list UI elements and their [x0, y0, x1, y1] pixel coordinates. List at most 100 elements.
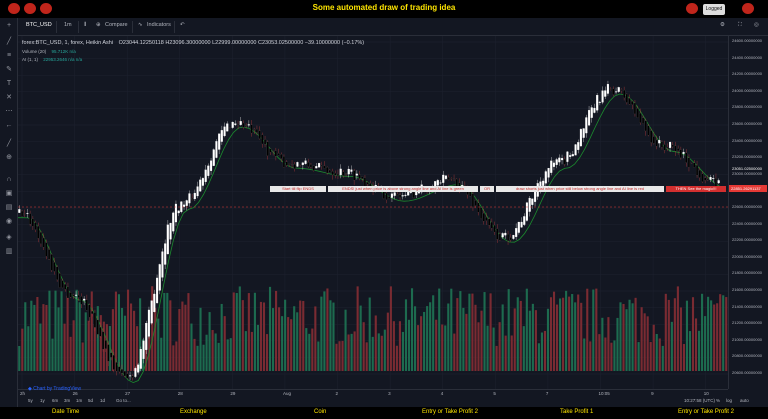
volume-bar: [299, 301, 301, 371]
volume-bar: [30, 301, 32, 371]
crosshair-icon[interactable]: +: [5, 22, 13, 30]
volume-bar: [227, 339, 229, 371]
range-5d[interactable]: 5d: [88, 398, 93, 403]
candle-body: [488, 219, 490, 225]
range-1d[interactable]: 1d: [100, 398, 105, 403]
volume-bar: [650, 342, 652, 371]
eye-icon[interactable]: ◉: [5, 218, 13, 226]
settings-icon[interactable]: ⚙: [720, 22, 725, 28]
candle-body: [48, 249, 50, 259]
volume-bar: [571, 294, 573, 371]
undo-icon[interactable]: ↶: [180, 22, 185, 28]
magnet-icon[interactable]: ∩: [5, 176, 13, 184]
volume-bar: [296, 312, 298, 371]
volume-bar: [378, 333, 380, 371]
price-tick-label: 24200.00000000: [732, 71, 762, 76]
candle-body: [672, 145, 674, 147]
range-1m[interactable]: 1m: [76, 398, 82, 403]
time-axis[interactable]: 2h 26 27 28 29 Aug 2 3 4 5 7 10:05 9 10: [18, 389, 728, 398]
chart-canvas[interactable]: [18, 36, 728, 389]
volume-bar: [133, 311, 135, 371]
indicator-volume[interactable]: Volume (20) 95.712K n/a: [22, 49, 76, 54]
candle-body: [18, 209, 20, 212]
price-tick-label: 21800.00000000: [732, 270, 762, 275]
volume-bar: [287, 317, 289, 371]
trash-icon[interactable]: ▥: [5, 248, 13, 256]
candle-body: [502, 233, 504, 237]
price-tick-label: 21000.00000000: [732, 337, 762, 342]
log-toggle[interactable]: log: [726, 398, 732, 403]
volume-bar: [625, 309, 627, 371]
indicator-ai[interactable]: AI (1, 1) 22953.2646 n/a n/a: [22, 57, 82, 62]
volume-bar: [583, 338, 585, 371]
candle-body: [394, 193, 396, 196]
candle-body: [78, 295, 80, 297]
volume-bar: [275, 291, 277, 371]
indicators-button[interactable]: Indicators: [147, 22, 171, 28]
ruler-icon[interactable]: ⋯: [5, 108, 13, 116]
lock-icon[interactable]: ▣: [5, 190, 13, 198]
candle-body: [531, 199, 533, 205]
candle-body: [486, 217, 488, 220]
fib-icon[interactable]: ≡: [5, 52, 13, 60]
layers-icon[interactable]: ◈: [5, 234, 13, 242]
candle-body: [677, 148, 679, 150]
watermark[interactable]: ◆ Chart by TradingView: [28, 386, 81, 392]
candle-body: [618, 87, 620, 91]
volume-bar: [233, 292, 235, 371]
volume-bar: [450, 289, 452, 371]
compare-button[interactable]: Compare: [105, 22, 128, 28]
volume-bar: [154, 308, 156, 371]
user-icon[interactable]: [686, 3, 698, 14]
fullscreen-icon[interactable]: ⛶: [738, 22, 742, 29]
candle-body: [299, 164, 301, 165]
auto-toggle[interactable]: auto: [740, 398, 749, 403]
candle-body: [27, 213, 29, 214]
volume-bar: [701, 294, 703, 371]
range-1y[interactable]: 1y: [40, 398, 45, 403]
symbol-search[interactable]: BTC_USD: [26, 22, 52, 28]
volume-bar: [82, 342, 84, 371]
volume-bar: [60, 291, 62, 371]
goto-button[interactable]: Go to...: [116, 398, 131, 403]
candle-body: [151, 301, 153, 324]
pattern-icon[interactable]: ✕: [5, 94, 13, 102]
price-axis[interactable]: 24600.00000000 24400.00000000 24200.000000…: [728, 36, 768, 389]
text-icon[interactable]: T: [5, 80, 13, 88]
volume-bar: [483, 292, 485, 371]
volume-bar: [202, 345, 204, 371]
interval-select[interactable]: 1m: [64, 22, 72, 28]
range-5y[interactable]: 5y: [28, 398, 33, 403]
logged-button[interactable]: Logged: [703, 4, 725, 15]
candle-body: [218, 134, 220, 150]
brush-icon[interactable]: ✎: [5, 66, 13, 74]
range-3m[interactable]: 3m: [64, 398, 70, 403]
candle-body: [113, 355, 115, 369]
candle-body: [118, 367, 120, 372]
range-6m[interactable]: 6m: [52, 398, 58, 403]
candle-body: [59, 273, 61, 287]
volume-bar: [480, 311, 482, 371]
candle-type-icon[interactable]: ⫴: [84, 22, 86, 29]
legend-symbol[interactable]: forex:BTC_USD, 1, forex, Heikin Ashi: [22, 40, 113, 46]
candle-body: [189, 194, 191, 204]
candle-body: [286, 162, 288, 166]
candle-body: [629, 98, 631, 104]
volume-bar: [278, 307, 280, 371]
screenshot-icon[interactable]: ◎: [754, 22, 759, 28]
back-arrow-icon[interactable]: ←: [5, 122, 13, 130]
measure-icon[interactable]: ╱: [5, 140, 13, 148]
candle-body: [45, 243, 47, 257]
percent-toggle[interactable]: %: [716, 398, 720, 403]
volume-bar: [118, 294, 120, 371]
volume-bar: [474, 305, 476, 371]
zoom-icon[interactable]: ⊕: [5, 154, 13, 162]
price-chart[interactable]: [18, 36, 728, 389]
trend-line-icon[interactable]: ╱: [5, 38, 13, 46]
volume-bar: [517, 297, 519, 371]
candle-body: [491, 222, 493, 228]
volume-bar: [206, 335, 208, 371]
indicators-icon[interactable]: ∿: [138, 22, 143, 28]
lock-drawings-icon[interactable]: ▤: [5, 204, 13, 212]
compare-plus-icon[interactable]: ⊕: [96, 22, 101, 28]
